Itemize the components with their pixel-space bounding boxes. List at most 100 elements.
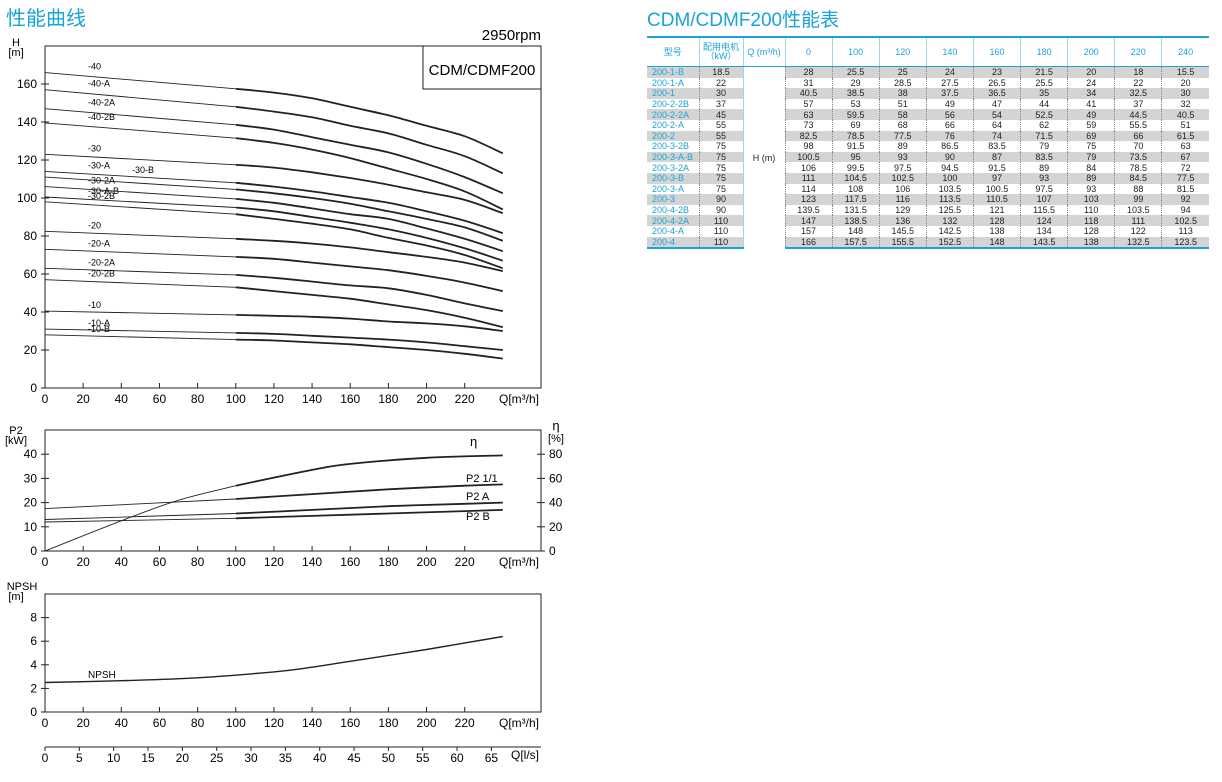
power-curve-label: P2 A [466, 491, 490, 503]
table-cell: 40.5 [1161, 109, 1209, 120]
model-cell: 200-1-A [652, 77, 685, 88]
table-cell: 24 [925, 66, 974, 78]
head-plot-frame [44, 45, 542, 389]
head-y-tick-label: 160 [17, 77, 37, 91]
model-cell: 200-4-A [652, 226, 685, 237]
head-x-tick-label: 200 [417, 392, 437, 406]
model-cell: 200-3-B [647, 172, 699, 184]
power-y2-tick-label: 60 [549, 471, 563, 485]
power-x-tick-label: 120 [264, 555, 284, 569]
head-curve-low [44, 186, 236, 200]
table-cell: 75 [698, 151, 743, 163]
table-cell: 136 [878, 215, 927, 226]
table-row: 200-1 30 40.5 38.5 38 37.5 36.5 35 34 32.5 30 [647, 88, 1209, 99]
head-y-tick-label: 0 [30, 381, 37, 395]
table-cell: 75 [698, 162, 743, 173]
table-cell: 54 [972, 109, 1021, 120]
npsh-x-tick-label: 60 [153, 716, 167, 730]
npsh-y-tick-label: 6 [30, 634, 37, 648]
ls-axis-tick-label: 15 [141, 751, 155, 765]
table-header-0: 型号 [647, 36, 699, 67]
head-x-axis-label: Q[m³/h] [499, 392, 539, 406]
npsh-x-tick-label: 220 [455, 716, 475, 730]
table-cell: 18.5 [698, 66, 743, 78]
performance-table: 型号 配用电机 （kW） Q (m³/h) 0 100 120 140 160 180 200 22… [647, 36, 1209, 250]
model-cell: 200-2-2A [647, 109, 699, 120]
head-curve-label: -30-A [88, 160, 110, 170]
head-x-tick-label: 40 [115, 392, 129, 406]
model-cell: 200-2-2B [652, 99, 690, 110]
npsh-x-tick-label: 80 [191, 716, 205, 730]
power-x-tick-label: 0 [42, 555, 49, 569]
table-cell: 75 [698, 183, 743, 195]
table-cell: 69 [1067, 130, 1115, 142]
table-cell: 89 [1020, 162, 1068, 173]
power-y2-tick-label: 0 [549, 544, 556, 558]
npsh-x-tick-label: 160 [340, 716, 360, 730]
power-curve-P2-B [235, 509, 503, 520]
table-cell: 70 [1114, 141, 1162, 152]
table-cell: 122 [1114, 225, 1162, 237]
table-cell: 30 [1161, 88, 1209, 99]
table-cell: 76 [925, 130, 974, 142]
table-cell: 116 [878, 194, 927, 205]
head-curve-10 [235, 314, 503, 332]
table-cell: 111 [784, 172, 833, 184]
table-cell: 35 [1020, 88, 1068, 99]
table-cell: 55.5 [1114, 119, 1162, 131]
head-curve-10-A [235, 332, 503, 351]
table-cell: 117.5 [831, 194, 880, 205]
table-cell: 90 [925, 151, 974, 163]
head-curve-low [44, 89, 236, 108]
table-cell: 22 [698, 77, 743, 89]
head-x-tick-label: 160 [340, 392, 360, 406]
table-cell: 55 [698, 130, 743, 142]
head-curve-low [44, 334, 236, 341]
head-curve-10-B [235, 338, 503, 360]
table-row: 200-2-A 55 73 69 68 66 64 62 59 55.5 51 [647, 119, 1209, 131]
model-cell: 200-2 [647, 130, 699, 142]
table-cell: 91.5 [831, 141, 880, 152]
npsh-plot-frame [44, 593, 542, 713]
head-x-tick-label: 120 [264, 392, 284, 406]
table-cell: 125.5 [925, 204, 974, 216]
npsh-x-tick-label: 100 [226, 716, 246, 730]
power-x-tick-label: 80 [191, 555, 205, 569]
table-cell: 102.5 [1161, 215, 1209, 226]
table-cell: 118 [1067, 215, 1115, 226]
head-y-tick-label: 40 [24, 305, 38, 319]
table-cell: 29 [831, 77, 880, 89]
head-curve-label: -40-A [88, 79, 110, 89]
table-cell: 72 [1161, 162, 1209, 173]
table-cell: 145.5 [878, 225, 927, 237]
ls-axis-tick-label: 10 [107, 751, 121, 765]
ls-axis-tick-label: 0 [42, 751, 49, 765]
head-curve-20 [235, 237, 503, 272]
table-row: 200-4-2B 90 139.5 131.5 129 125.5 121 115.5 110 1… [647, 204, 1209, 216]
table-cell: 20 [1161, 77, 1209, 89]
power-y2-tick-label: 40 [549, 496, 563, 510]
head-curve-label: -10-A [88, 318, 110, 328]
table-cell: 95 [831, 151, 880, 163]
table-cell: 51 [878, 98, 927, 110]
table-row: 200-2 55 82.5 78.5 77.5 76 74 71.5 69 66 61.5 [647, 130, 1209, 142]
table-cell: 38 [878, 88, 927, 99]
table-cell: 40.5 [784, 88, 833, 99]
table-cell: 99 [1114, 194, 1162, 205]
head-curve-label: -30-2B [88, 191, 115, 201]
table-row: 200-3-2A 75 106 99.5 97.5 94.5 91.5 89 84 78.5 72 [647, 162, 1209, 173]
model-cell: 200-1-B [647, 66, 699, 78]
table-section-title: CDM/CDMF200性能表 [647, 10, 840, 31]
table-cell: 129 [878, 204, 927, 216]
head-curve-label: -20 [88, 220, 101, 230]
head-y-tick-label: 120 [17, 153, 37, 167]
table-cell: 142.5 [925, 225, 974, 237]
table-cell: 166 [784, 236, 833, 250]
head-curve-low [44, 196, 236, 208]
model-cell: 200-4-2A [647, 215, 699, 226]
power-y-tick-label: 30 [24, 471, 38, 485]
power-x-tick-label: 100 [226, 555, 246, 569]
table-cell: 75 [698, 141, 743, 152]
power-curve-label: P2 B [466, 511, 490, 523]
table-cell: 148 [831, 225, 880, 237]
